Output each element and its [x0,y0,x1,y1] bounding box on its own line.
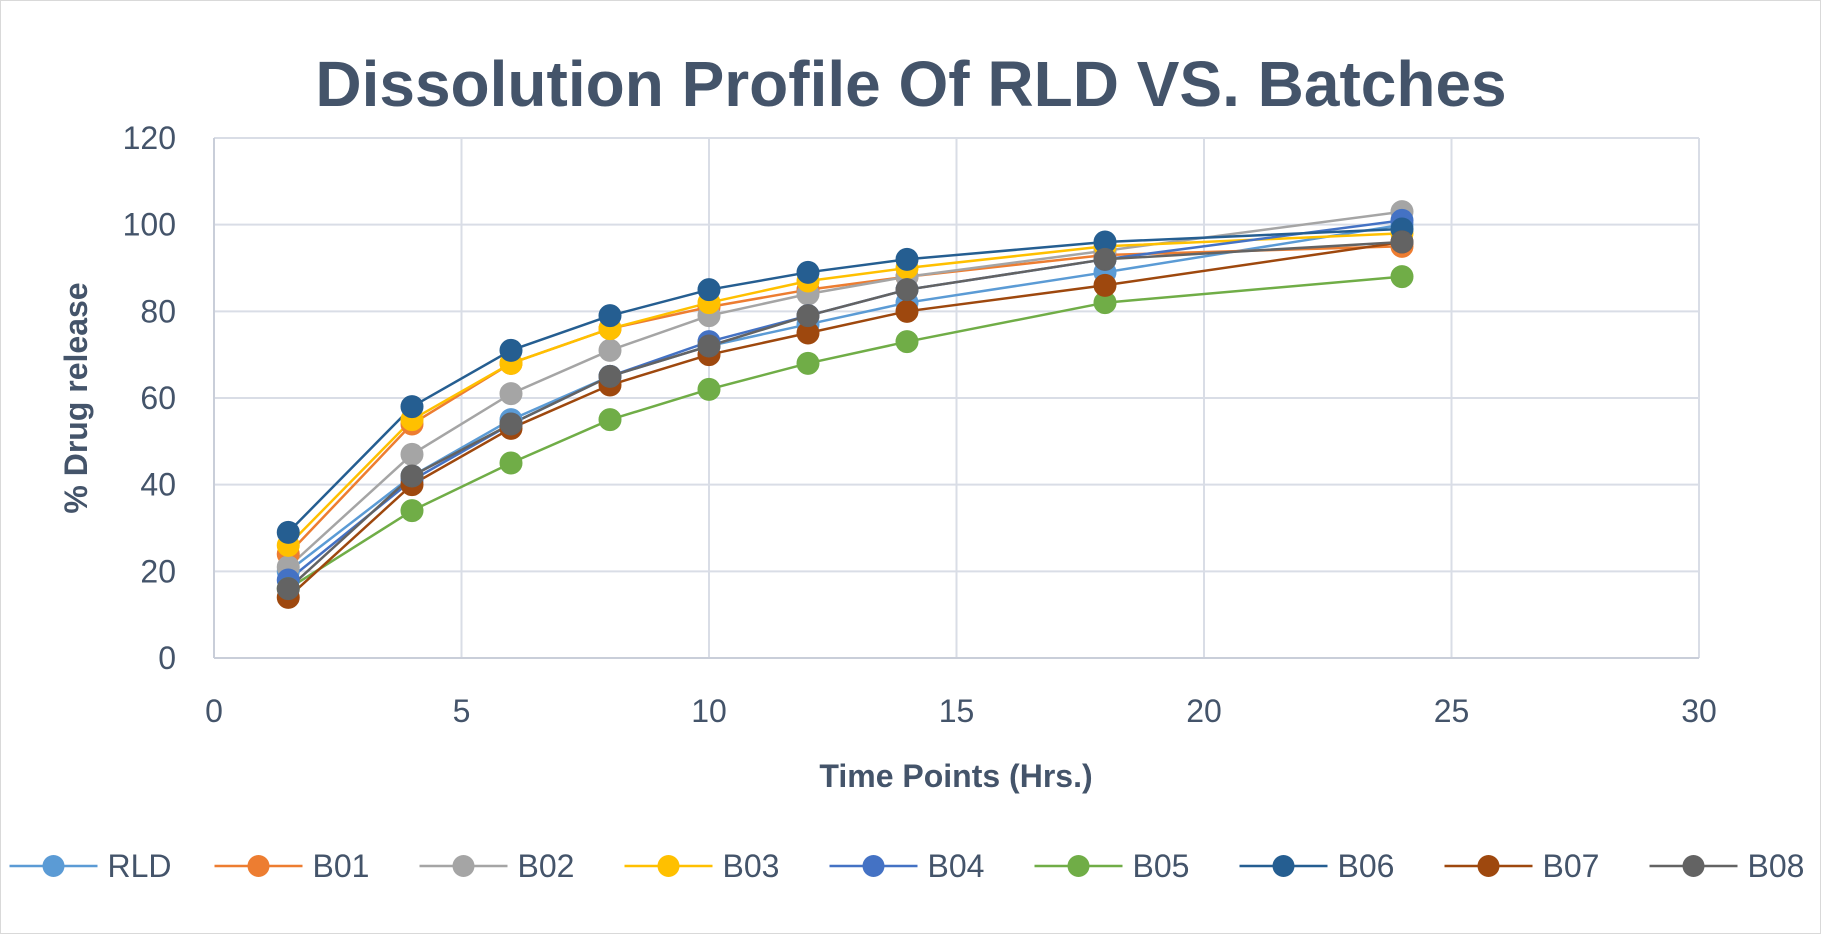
data-point [598,364,622,388]
y-tick-label: 80 [140,293,176,329]
legend-label: B01 [313,848,370,884]
legend-marker [1682,855,1705,877]
data-point [598,408,622,432]
data-point [276,520,300,544]
grid-lines [214,137,1700,658]
series-b06 [287,227,1403,534]
data-point [1390,230,1414,254]
x-tick-label: 15 [939,693,975,729]
data-point [1093,273,1117,297]
data-point [499,412,523,436]
series-line [287,275,1403,590]
legend-item-b07: B07 [1444,848,1600,884]
legend-item-b06: B06 [1239,848,1395,884]
data-point [697,377,721,401]
legend-item-b04: B04 [829,848,985,884]
legend-label: B05 [1133,848,1190,884]
x-axis-title: Time Points (Hrs.) [819,758,1092,794]
legend-item-b05: B05 [1034,848,1190,884]
chart-title: Dissolution Profile Of RLD VS. Batches [315,48,1506,120]
data-point [400,464,424,488]
data-point [895,330,919,354]
x-tick-label: 30 [1681,693,1717,729]
y-tick-label: 120 [123,120,176,156]
data-point [697,278,721,302]
axes [213,138,1699,659]
series-markers-b02 [276,200,1414,579]
data-point [400,395,424,419]
legend-marker [452,855,475,877]
data-point [895,278,919,302]
x-tick-label: 5 [453,693,471,729]
x-tick-label: 0 [205,693,223,729]
legend-label: B08 [1748,848,1805,884]
series-b05 [287,275,1403,590]
legend-marker [657,855,680,877]
data-point [598,338,622,362]
legend-item-rld: RLD [9,848,172,884]
legend-marker [1067,855,1090,877]
legend-label: B02 [518,848,575,884]
series-markers-b06 [276,217,1414,544]
series-lines [276,200,1414,609]
data-point [697,334,721,358]
data-point [796,351,820,375]
y-tick-label: 100 [123,207,176,243]
data-point [796,304,820,328]
series-line [287,210,1403,568]
legend: RLD B01 B02 B03 B04 B05 B06 B07 B08 [9,848,1805,884]
legend-label: B07 [1543,848,1600,884]
series-line [287,240,1403,590]
tick-labels: 0 20 40 60 80 100 120 0 5 10 15 20 25 30 [123,120,1717,729]
legend-marker [1477,855,1500,877]
data-point [1390,265,1414,289]
series-markers-b08 [276,230,1414,601]
data-point [499,451,523,475]
series-b07 [287,240,1403,599]
legend-item-b08: B08 [1649,848,1805,884]
data-point [1093,247,1117,271]
series-b02 [287,210,1403,568]
series-line [287,232,1403,547]
series-line [287,240,1403,599]
x-tick-label: 20 [1186,693,1222,729]
y-tick-label: 60 [140,380,176,416]
data-point [400,499,424,523]
data-point [895,247,919,271]
x-tick-label: 25 [1434,693,1470,729]
data-point [499,382,523,406]
series-b08 [287,240,1403,590]
data-point [400,442,424,466]
series-b03 [287,232,1403,547]
series-markers-b03 [276,221,1414,557]
legend-label: B06 [1338,848,1395,884]
series-line [287,219,1403,581]
series-b04 [287,219,1403,581]
legend-marker [42,855,65,877]
data-point [895,299,919,323]
legend-item-b01: B01 [214,848,370,884]
data-point [276,577,300,601]
series-line [287,227,1403,534]
legend-label: B04 [928,848,985,884]
legend-marker [862,855,885,877]
y-tick-label: 20 [140,553,176,589]
data-point [796,260,820,284]
legend-marker [247,855,270,877]
data-point [499,338,523,362]
y-tick-label: 40 [140,467,176,503]
y-axis-title: % Drug release [58,282,94,513]
legend-label: B03 [723,848,780,884]
data-point [598,304,622,328]
legend-item-b02: B02 [419,848,575,884]
legend-label: RLD [108,848,172,884]
x-tick-label: 10 [691,693,727,729]
y-tick-label: 0 [158,640,176,676]
legend-marker [1272,855,1295,877]
legend-item-b03: B03 [624,848,780,884]
